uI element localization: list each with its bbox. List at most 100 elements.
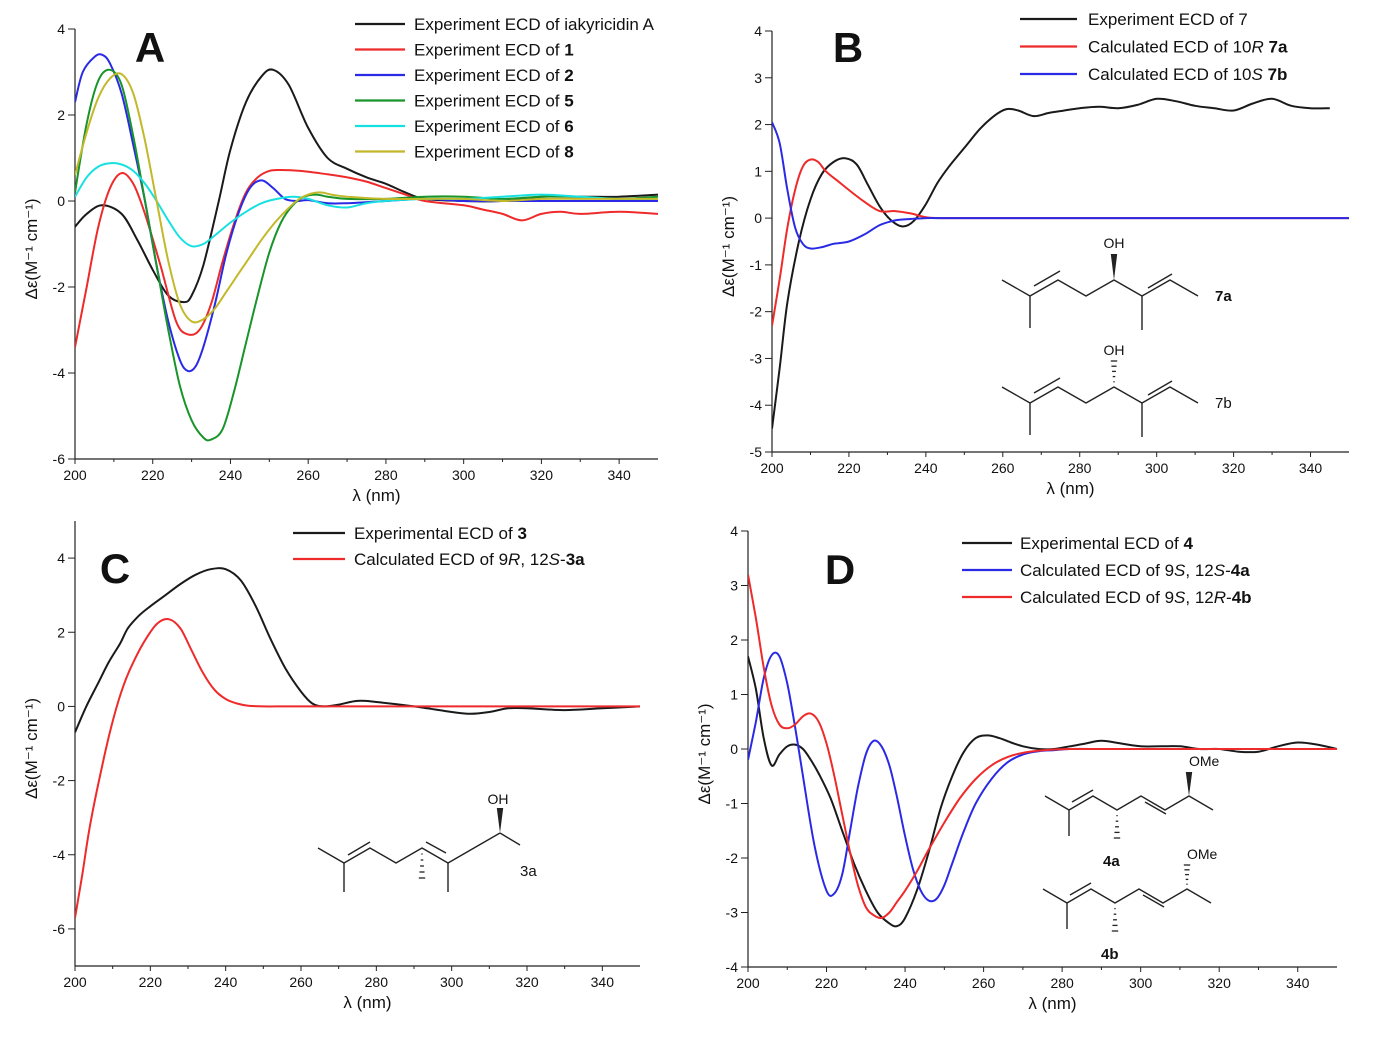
y-tick-label: 0 <box>57 193 65 209</box>
y-tick-label: 3 <box>754 70 762 86</box>
hydroxyl-label: OH <box>1104 342 1125 358</box>
legend-entry: Experiment ECD of 2 <box>414 66 574 85</box>
legend-entry: Calculated ECD of 9S, 12S-4a <box>1020 561 1250 580</box>
x-tick-label: 340 <box>1286 975 1310 991</box>
structure-label: 7a <box>1215 288 1232 305</box>
legend-entry-part: Experiment ECD of <box>414 143 564 162</box>
legend: Experiment ECD of 7 Calculated ECD of 10R… <box>1020 10 1288 84</box>
x-tick-label: 260 <box>991 460 1015 476</box>
legend-entry-part: R <box>1251 38 1263 57</box>
y-tick-label: -4 <box>53 365 66 381</box>
legend-entry: Experiment ECD of iakyricidin A <box>414 15 655 34</box>
x-tick-label: 300 <box>452 467 476 483</box>
x-tick-label: 220 <box>139 974 163 990</box>
x-tick-label: 240 <box>214 974 238 990</box>
bond <box>1044 795 1214 811</box>
y-tick-label: -3 <box>750 350 763 366</box>
series-line-c-0 <box>75 567 641 733</box>
y-axis-title: Δε(M⁻¹ cm⁻¹) <box>719 196 738 297</box>
legend-entry-part: R <box>1214 588 1226 607</box>
x-axis-title: λ (nm) <box>343 993 391 1012</box>
x-tick-label: 260 <box>289 974 313 990</box>
wedge-bond <box>1110 254 1118 280</box>
legend-entry-part: 8 <box>564 143 573 162</box>
legend-entry: Calculated ECD of 10R 7a <box>1088 38 1288 57</box>
y-tick-label: -3 <box>726 905 739 921</box>
x-tick-label: 320 <box>1222 460 1246 476</box>
x-tick-label: 260 <box>297 467 321 483</box>
legend-entry-part: Experiment ECD of iakyricidin A <box>414 15 655 34</box>
x-tick-label: 240 <box>219 467 243 483</box>
bond <box>1142 894 1165 908</box>
legend-entry-part: Calculated ECD of 9 <box>354 550 508 569</box>
x-tick-label: 200 <box>760 460 784 476</box>
x-tick-label: 340 <box>591 974 615 990</box>
y-tick-label: 4 <box>57 550 65 566</box>
legend: Experimental ECD of 4 Calculated ECD of 9… <box>962 534 1252 607</box>
y-tick-label: -2 <box>726 850 739 866</box>
x-tick-label: 300 <box>1129 975 1153 991</box>
legend-entry-part: S <box>1174 588 1186 607</box>
x-tick-label: 200 <box>63 467 87 483</box>
y-axis-title: Δε(M⁻¹ cm⁻¹) <box>695 703 714 804</box>
legend-entry-part: 4 <box>1183 534 1193 553</box>
series-line-d-0 <box>748 656 1338 928</box>
x-tick-label: 260 <box>972 975 996 991</box>
bond <box>499 832 521 846</box>
y-tick-label: -2 <box>53 773 66 789</box>
series-line-d-2 <box>748 574 1337 920</box>
bond <box>1147 273 1173 289</box>
legend-entry-part: 4b <box>1232 588 1252 607</box>
legend-entry-part: 4a <box>1231 561 1250 580</box>
x-axis-title: λ (nm) <box>1046 479 1094 498</box>
legend-entry: Experiment ECD of 7 <box>1088 10 1248 29</box>
x-tick-label: 300 <box>440 974 464 990</box>
panel-label: B <box>833 24 863 71</box>
legend-entry-part: Experiment ECD of <box>414 41 564 60</box>
y-tick-label: 2 <box>754 117 762 133</box>
bond <box>1069 882 1092 896</box>
series-line-d-1 <box>748 651 1337 903</box>
x-tick-label: 220 <box>815 975 839 991</box>
legend-entry-part: - <box>560 550 566 569</box>
legend-entry: Experimental ECD of 3 <box>354 524 527 543</box>
legend-entry-part: Experiment ECD of 7 <box>1088 10 1248 29</box>
methoxy-label: OMe <box>1189 753 1220 769</box>
bond <box>1001 386 1199 404</box>
legend-entry: Experiment ECD of 6 <box>414 117 574 136</box>
y-tick-label: -1 <box>726 796 739 812</box>
legend: Experiment ECD of iakyricidin A Experimen… <box>355 15 655 162</box>
legend-entry-part: Calculated ECD of 9 <box>1020 588 1174 607</box>
y-tick-label: 0 <box>730 741 738 757</box>
legend: Experimental ECD of 3 Calculated ECD of 9… <box>293 524 585 569</box>
y-tick-label: -6 <box>53 921 66 937</box>
legend-entry-part: Calculated ECD of 10 <box>1088 65 1251 84</box>
legend-entry-part: 3 <box>517 524 526 543</box>
series-line-a-2 <box>75 53 658 373</box>
y-tick-label: -4 <box>750 397 763 413</box>
legend-entry-part: - <box>1225 561 1231 580</box>
x-tick-label: 240 <box>893 975 917 991</box>
bond <box>1033 270 1061 287</box>
legend-entry-part: 7a <box>1269 38 1288 57</box>
structure-label: 4b <box>1101 946 1119 963</box>
panel-a: 200 220 240 260 280 300 320 340 -6 -4 -2 0 2 4 λ (nm) Δ… <box>22 15 659 505</box>
panel-c: 200 220 240 260 280 300 320 340 -6 -4 -2 0 2 4 λ (nm) Δ… <box>22 521 641 1012</box>
y-tick-label: 1 <box>754 163 762 179</box>
y-tick-label: -6 <box>53 451 66 467</box>
legend-entry-part: S <box>1214 561 1226 580</box>
y-tick-label: 4 <box>57 21 65 37</box>
series-line-a-5 <box>75 72 658 324</box>
panel-label: C <box>100 545 130 592</box>
structure-7b: OH 7b <box>1001 342 1232 437</box>
structure-4b: OMe 4b <box>1042 846 1218 963</box>
y-tick-label: -2 <box>750 304 763 320</box>
x-tick-label: 340 <box>607 467 631 483</box>
wedge-bond <box>496 808 504 833</box>
bond <box>425 841 447 854</box>
x-tick-label: 280 <box>1068 460 1092 476</box>
x-tick-label: 320 <box>530 467 554 483</box>
legend-entry: Experiment ECD of 1 <box>414 41 574 60</box>
